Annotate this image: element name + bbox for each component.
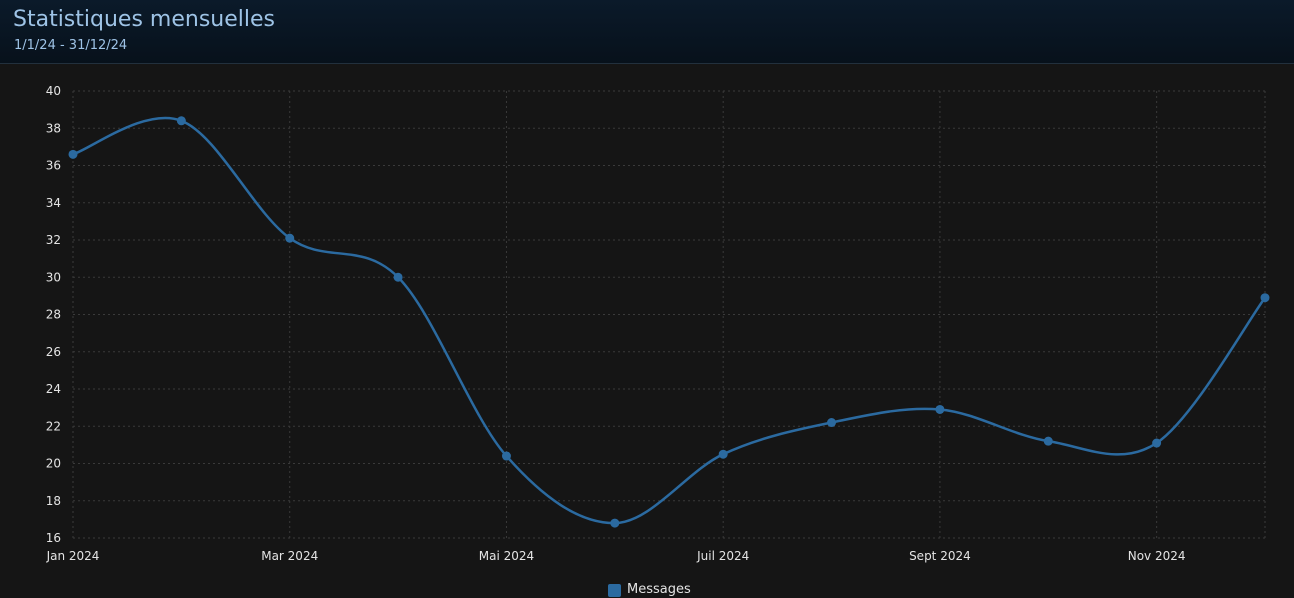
data-point[interactable] [610,518,620,528]
data-point[interactable] [501,451,511,461]
x-tick-label: Mar 2024 [261,549,318,563]
data-point[interactable] [393,272,403,282]
y-tick-label: 38 [46,121,61,135]
x-tick-label: Jan 2024 [46,549,100,563]
y-tick-label: 22 [46,419,61,433]
data-point[interactable] [1260,293,1270,303]
grid-lines [72,90,1266,539]
series-messages [68,116,1270,528]
x-tick-label: Mai 2024 [479,549,534,563]
x-tick-label: Juil 2024 [696,549,749,563]
legend-label-messages: Messages [627,582,691,597]
series-line-messages [72,116,1267,525]
y-tick-label: 28 [46,308,61,322]
chart-legend[interactable]: Messages [608,582,691,598]
y-tick-label: 34 [46,196,61,210]
y-tick-label: 16 [46,531,61,545]
data-point[interactable] [718,449,728,459]
y-tick-label: 20 [46,457,61,471]
y-tick-label: 30 [46,270,61,284]
data-point[interactable] [176,116,186,126]
data-point[interactable] [68,149,78,159]
date-range: 1/1/24 - 31/12/24 [14,38,128,53]
data-point[interactable] [285,233,295,243]
data-point[interactable] [1043,436,1053,446]
line-chart: 16 18 20 22 24 26 28 30 32 34 36 38 40 Jan 2024 Mar 2… [46,84,1270,563]
x-axis-ticks: Jan 2024 Mar 2024 Mai 2024 Juil 2024 Sept 20… [46,549,1186,563]
y-tick-label: 36 [46,159,61,173]
data-point[interactable] [935,404,945,414]
x-tick-label: Nov 2024 [1128,549,1186,563]
y-tick-label: 24 [46,382,61,396]
y-tick-label: 18 [46,494,61,508]
chart-title: Statistiques mensuelles [13,7,275,32]
y-axis-ticks: 16 18 20 22 24 26 28 30 32 34 36 38 40 [46,84,61,545]
data-point[interactable] [1152,438,1162,448]
data-point[interactable] [827,418,837,428]
x-tick-label: Sept 2024 [909,549,971,563]
legend-swatch-messages [608,583,621,597]
chart-header: Statistiques mensuelles 1/1/24 - 31/12/2… [0,0,1294,64]
y-tick-label: 26 [46,345,61,359]
y-tick-label: 32 [46,233,61,247]
y-tick-label: 40 [46,84,61,98]
